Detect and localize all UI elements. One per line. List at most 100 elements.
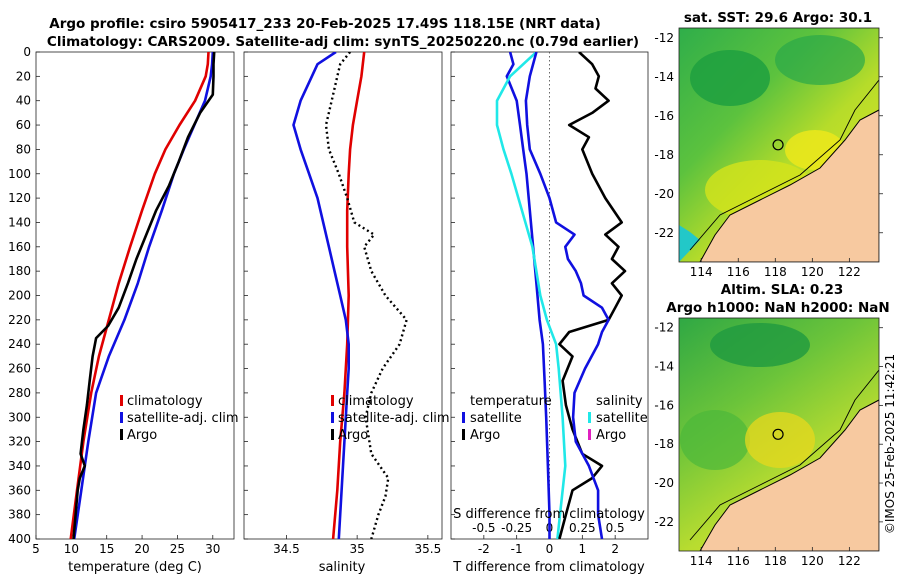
chart-title-line1: Argo profile: csiro 5905417_233 20-Feb-2… — [49, 16, 600, 32]
sst-map-image — [679, 28, 879, 262]
legend-t-satellite: satellite — [470, 411, 522, 426]
sla-map-image — [679, 318, 879, 551]
x-tick-label: 25 — [170, 542, 185, 556]
temperature-axes-frame — [35, 51, 235, 540]
isobath-contour — [689, 79, 879, 251]
legend-swatch-s-argo — [588, 429, 591, 440]
depth-tick-labels: 0 20 40 60 80 100 120 140 160 180 200 220 240 260 280 3… — [8, 45, 455, 546]
x-tick-label: 5 — [32, 542, 40, 556]
difference-lines — [495, 52, 627, 539]
land-mass — [699, 109, 879, 262]
sst-coastal-water — [679, 225, 700, 262]
s-tick-label: -0.25 — [501, 521, 532, 535]
latitude-tick-label: -16 — [654, 109, 674, 123]
depth-tick-label: 180 — [8, 264, 31, 278]
x-tick-label: 35 — [350, 542, 365, 556]
depth-tick-label: 300 — [8, 410, 31, 424]
legend-s-satellite: satellite — [596, 411, 648, 426]
salinity-panel: 34.5 35 35.5 salinity climatology satellit… — [243, 51, 450, 575]
sst-map-frame — [678, 27, 880, 263]
legend-swatch-s-satellite — [588, 412, 591, 423]
latitude-tick-label: -14 — [654, 360, 674, 374]
legend-swatch-climatology — [331, 395, 334, 406]
depth-tick-label: 360 — [8, 483, 31, 497]
difference-panel: -2 -1 0 1 2 -0.5 -0.25 0 0.25 0.5 T difference f… — [450, 51, 649, 575]
legend-climatology: climatology — [338, 394, 414, 409]
s-tick-label: 0.5 — [606, 521, 625, 535]
longitude-tick-label: 116 — [727, 554, 750, 568]
x-tick-label: 35.5 — [414, 542, 441, 556]
salinity-lines — [292, 52, 408, 539]
depth-tick-label: 280 — [8, 386, 31, 400]
series-line-argo — [72, 52, 216, 539]
sla-map-title-line1: Altim. SLA: 0.23 — [721, 282, 843, 298]
legend-swatch-satellite — [120, 412, 123, 423]
legend-swatch-argo — [331, 429, 334, 440]
s-tick-label: 0.25 — [569, 521, 596, 535]
temperature-panel: 0 20 40 60 80 100 120 140 160 180 200 220 240 260 280 3… — [8, 45, 455, 575]
x-tick-label: 2 — [611, 542, 619, 556]
longitude-tick-label: 114 — [690, 554, 713, 568]
depth-tick-label: 0 — [23, 45, 31, 59]
longitude-tick-label: 122 — [838, 554, 861, 568]
longitude-tick-label: 120 — [801, 554, 824, 568]
t-difference-xlabel: T difference from climatology — [452, 560, 645, 575]
sla-map-frame — [678, 317, 880, 552]
salinity-axes-frame — [243, 51, 443, 540]
series-line-climatology — [331, 52, 366, 539]
latitude-tick-label: -22 — [654, 226, 674, 240]
depth-tick-label: 160 — [8, 240, 31, 254]
depth-tick-label: 200 — [8, 289, 31, 303]
depth-tick-label: 140 — [8, 215, 31, 229]
depth-tick-label: 260 — [8, 362, 31, 376]
isobath-contour — [689, 369, 879, 541]
sla-high-patch — [745, 412, 815, 468]
depth-tick-label: 380 — [8, 508, 31, 522]
x-tick-label: 20 — [134, 542, 149, 556]
depth-tick-label: 240 — [8, 337, 31, 351]
legend-salinity-title: salinity — [596, 394, 643, 409]
legend-swatch-t-argo — [462, 429, 465, 440]
latitude-tick-label: -14 — [654, 70, 674, 84]
sla-low-patch — [710, 323, 810, 367]
legend-s-argo: Argo — [596, 428, 626, 443]
temperature-xlabel: temperature (deg C) — [68, 560, 202, 575]
salinity-legend: climatology satellite-adj. clim Argo — [331, 394, 450, 443]
series-line-climatology — [69, 52, 210, 539]
legend-temperature-title: temperature — [470, 394, 552, 409]
x-tick-label: 30 — [205, 542, 220, 556]
sla-map-longitude-ticks: 114 116 118 120 122 — [690, 547, 861, 568]
depth-tick-label: 340 — [8, 459, 31, 473]
argo-float-marker — [772, 139, 784, 151]
series-line-satellite-adj-clim — [292, 52, 351, 539]
depth-tick-label: 20 — [16, 69, 31, 83]
temperature-legend: climatology satellite-adj. clim Argo — [120, 394, 239, 443]
difference-legend: temperature satellite Argo salinity sate… — [462, 394, 648, 443]
depth-tick-label: 80 — [16, 142, 31, 156]
legend-satellite: satellite-adj. clim — [338, 411, 450, 426]
sla-map-latitude-ticks: -12 -14 -16 -18 -20 -22 — [654, 321, 883, 529]
salinity-tick-labels: 34.5 35 35.5 — [273, 535, 441, 556]
depth-tick-label: 120 — [8, 191, 31, 205]
sla-map-panel: Altim. SLA: 0.23 Argo h1000: NaN h2000: … — [654, 282, 889, 568]
depth-tick-label: 60 — [16, 118, 31, 132]
depth-tick-label: 400 — [8, 532, 31, 546]
temperature-lines — [69, 52, 216, 539]
x-tick-label: 10 — [64, 542, 79, 556]
latitude-tick-label: -20 — [654, 187, 674, 201]
sla-map-title-line2: Argo h1000: NaN h2000: NaN — [666, 300, 889, 316]
x-tick-label: -1 — [511, 542, 523, 556]
argo-float-marker — [772, 428, 784, 440]
longitude-tick-label: 118 — [764, 265, 787, 279]
series-line-t-argo — [558, 52, 627, 539]
sst-map-title: sat. SST: 29.6 Argo: 30.1 — [684, 10, 872, 26]
latitude-tick-label: -12 — [654, 321, 674, 335]
longitude-tick-label: 120 — [801, 265, 824, 279]
x-tick-label: 1 — [579, 542, 587, 556]
salinity-xlabel: salinity — [319, 560, 366, 575]
s-difference-xlabel: S difference from climatology — [453, 507, 645, 522]
latitude-tick-label: -22 — [654, 515, 674, 529]
depth-tick-label: 220 — [8, 313, 31, 327]
imos-credit: ©IMOS 25-Feb-2025 11:42:21 — [883, 354, 897, 534]
